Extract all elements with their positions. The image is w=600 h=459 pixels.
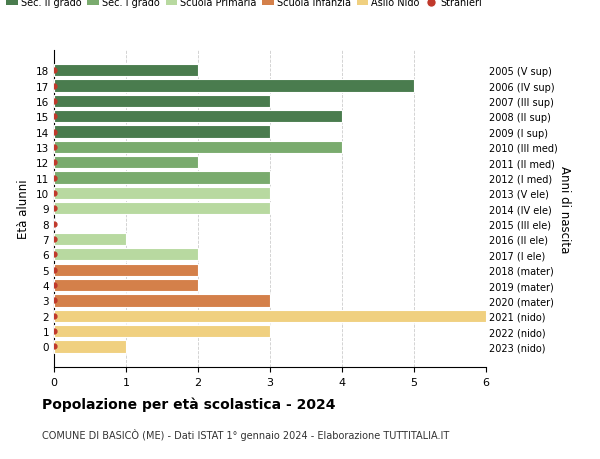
Bar [54,141,342,154]
Bar [54,126,270,139]
Text: Popolazione per età scolastica - 2024: Popolazione per età scolastica - 2024 [42,397,335,412]
Text: COMUNE DI BASICÒ (ME) - Dati ISTAT 1° gennaio 2024 - Elaborazione TUTTITALIA.IT: COMUNE DI BASICÒ (ME) - Dati ISTAT 1° ge… [42,428,449,440]
Bar [54,111,342,123]
Bar [54,187,270,200]
Bar [54,325,270,337]
Bar [54,341,126,353]
Legend: Sec. II grado, Sec. I grado, Scuola Primaria, Scuola Infanzia, Asilo Nido, Stran: Sec. II grado, Sec. I grado, Scuola Prim… [7,0,482,8]
Bar [54,279,198,291]
Y-axis label: Età alunni: Età alunni [17,179,31,239]
Bar [54,233,126,246]
Y-axis label: Anni di nascita: Anni di nascita [559,165,571,252]
Bar [54,295,270,307]
Bar [54,157,198,169]
Bar [54,203,270,215]
Bar [54,95,270,108]
Bar [54,80,414,92]
Bar [54,310,486,322]
Bar [54,264,198,276]
Bar [54,249,198,261]
Bar [54,172,270,185]
Bar [54,65,198,77]
